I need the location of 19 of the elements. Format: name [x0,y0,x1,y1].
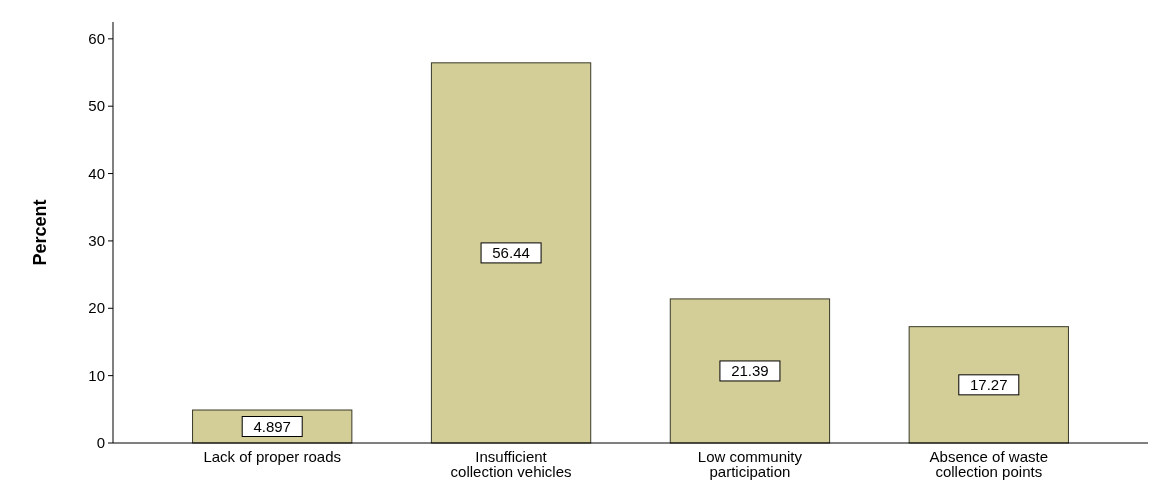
bar [669,298,831,444]
data-label: 56.44 [492,243,530,261]
data-label: 4.897 [253,417,291,435]
bar [908,326,1069,444]
y-tick-label: 40 [88,164,105,182]
y-tick-label: 50 [88,97,105,115]
y-axis-title: Percent [30,199,50,266]
x-tick-label: Absence of waste collection points [929,448,1048,480]
x-tick-label: Insufficient collection vehicles [450,448,572,480]
x-tick-label: Low community participation [697,448,803,480]
data-label: 21.39 [731,361,769,379]
data-label: 17.27 [970,375,1008,393]
bar [430,62,592,444]
y-tick-label: 20 [88,299,105,317]
y-tick-label: 30 [88,231,105,249]
y-tick-label: 0 [96,434,105,451]
x-tick-label: Lack of proper roads [203,448,341,465]
y-tick-label: 10 [88,366,105,384]
y-tick-label: 60 [88,29,105,47]
